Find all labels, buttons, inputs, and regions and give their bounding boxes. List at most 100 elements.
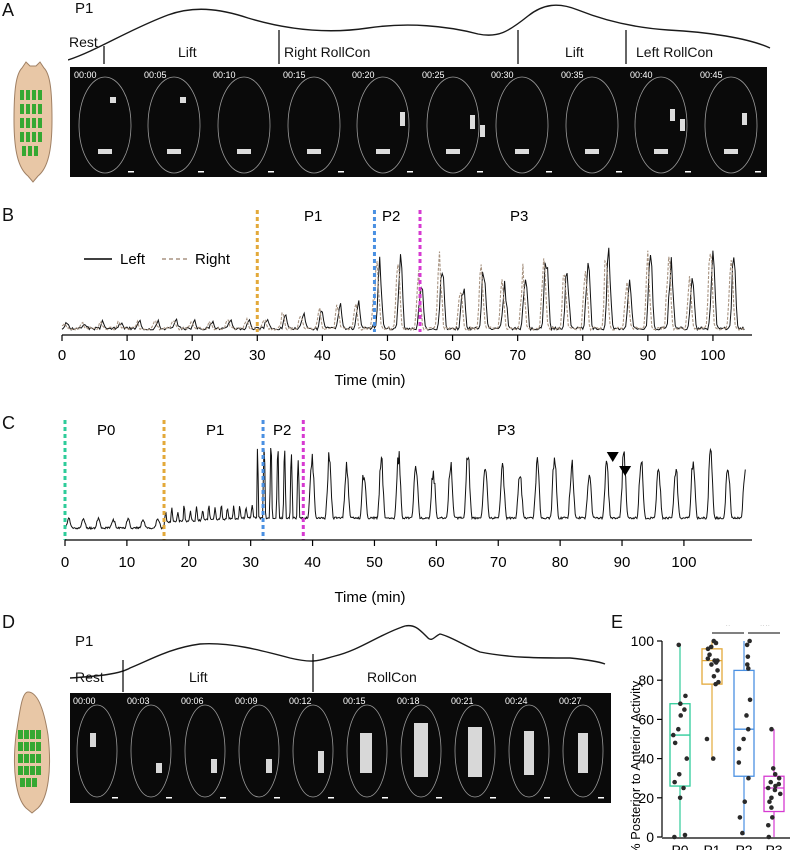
panel-d-letter: D <box>2 612 15 632</box>
arrowhead-icon <box>619 466 632 476</box>
panel-e-point <box>745 666 751 671</box>
panel-e-x-tick-label: P2 <box>735 842 752 850</box>
panel-d-timestamp: 00:24 <box>505 696 528 706</box>
panel-e-point <box>777 791 783 797</box>
panel-c-trace <box>64 447 746 531</box>
panel-e-point <box>742 799 748 805</box>
panel-b-left-series <box>61 247 745 332</box>
panel-c-phase-p3: P3 <box>497 422 515 439</box>
panel-d-timestamp: 00:00 <box>73 696 96 706</box>
panel-d-segment-rollcon: RollCon <box>367 669 417 685</box>
panel-e-y-tick-label: 80 <box>638 672 654 688</box>
panel-e-point <box>744 662 750 667</box>
panel-e-point <box>678 713 684 718</box>
panel-c-x-tick-label: 90 <box>614 554 631 571</box>
panel-b-x-tick-label: 20 <box>184 347 201 364</box>
panel-b-x-tick-label: 30 <box>249 347 266 364</box>
panel-e-point <box>769 726 774 732</box>
panel-e-significance: * ** <box>712 625 780 634</box>
panel-d-timestamp: 00:09 <box>235 696 258 706</box>
panel-d-phase-label: P1 <box>75 633 94 650</box>
panel-c-chart: 0 10 20 30 40 50 60 70 80 90 100 P0 P1 P2 P3 Time … <box>61 420 752 606</box>
panel-a-segment-right-rollcon: Right RollCon <box>284 44 371 60</box>
panel-e-point <box>736 760 742 765</box>
panel-e-point <box>747 638 752 644</box>
panel-c-x-tick-label: 20 <box>180 554 197 571</box>
panel-c-phase-p0: P0 <box>97 422 115 439</box>
panel-e-points <box>670 638 783 840</box>
panel-c-phase-lines <box>63 420 305 540</box>
panel-b-phase-p3: P3 <box>510 208 528 225</box>
panel-b-right-trace <box>61 250 745 332</box>
panel-d-timestamp: 00:15 <box>343 696 366 706</box>
panel-e-point <box>744 713 749 718</box>
panel-c-letter: C <box>2 413 15 433</box>
panel-e-point <box>745 654 751 659</box>
panel-e-point <box>705 646 711 652</box>
panel-e-point <box>740 830 745 836</box>
panel-b-phase-p1: P1 <box>304 208 322 225</box>
panel-e-point <box>776 781 782 787</box>
panel-c-x-axis: 0 10 20 30 40 50 60 70 80 90 100 <box>61 539 752 571</box>
panel-e-point <box>676 726 681 732</box>
panel-e-x-tick-label: P3 <box>765 842 782 850</box>
panel-e-point <box>747 697 753 703</box>
panel-a-timestamp: 00:35 <box>561 70 584 80</box>
panel-e-y-tick-label: 20 <box>638 790 654 806</box>
panel-c-phase-p1: P1 <box>206 422 224 439</box>
panel-d-timestamp: 00:06 <box>181 696 204 706</box>
panel-e-point <box>683 693 688 699</box>
panel-b-x-tick-label: 40 <box>314 347 331 364</box>
panel-a-image-strip: 00:00 00:05 00:10 00:15 00:20 00:25 00:3… <box>70 67 767 177</box>
panel-a-segment-left-rollcon: Left RollCon <box>636 44 714 60</box>
panel-c-series <box>64 447 746 531</box>
panel-b-legend-left: Left <box>120 251 146 268</box>
panel-a-timestamp: 00:05 <box>144 70 167 80</box>
panel-a-segment-lift-1: Lift <box>178 44 197 60</box>
panel-b-right-series <box>61 250 745 332</box>
panel-e-y-tick-label: 0 <box>646 829 654 845</box>
panel-e-point <box>705 656 711 661</box>
panel-d-image-strip: 00:00 00:03 00:06 00:09 00:12 00:15 00:1… <box>70 693 611 803</box>
panel-e-boxes <box>669 641 785 837</box>
panel-a-timestamp: 00:25 <box>422 70 445 80</box>
panel-e-point <box>769 795 774 801</box>
panel-e-point <box>682 832 688 838</box>
panel-e-sig-label-2: ** <box>760 625 771 633</box>
panel-b-x-tick-label: 50 <box>379 347 396 364</box>
arrowhead-icon <box>606 452 619 462</box>
panel-e-point <box>773 783 778 789</box>
panel-c-x-tick-label: 10 <box>119 554 136 571</box>
panel-e-point <box>682 707 687 712</box>
panel-e-point <box>769 805 774 810</box>
panel-e-point <box>772 771 778 777</box>
panel-e-point <box>704 736 710 742</box>
panel-b-legend: Left Right <box>84 251 231 268</box>
panel-e-point <box>745 726 751 732</box>
panel-e-point <box>672 779 677 785</box>
panel-e-point <box>681 785 686 791</box>
panel-e-point <box>765 822 771 828</box>
panel-a-timestamp: 00:15 <box>283 70 306 80</box>
panel-d-timestamp: 00:03 <box>127 696 150 706</box>
panel-e-point <box>713 640 719 646</box>
panel-d-timestamp: 00:21 <box>451 696 474 706</box>
panel-e-point <box>676 771 682 777</box>
panel-b-xlabel: Time (min) <box>334 372 405 389</box>
panel-b-x-axis: 0 10 20 30 40 50 60 70 80 90 100 <box>58 334 752 364</box>
panel-b-x-tick-label: 60 <box>444 347 461 364</box>
panel-e-point <box>713 660 719 665</box>
panel-e-letter: E <box>611 612 624 632</box>
panel-e-point <box>736 746 742 752</box>
panel-a-timestamp: 00:10 <box>213 70 236 80</box>
panel-e-point <box>709 662 714 667</box>
panel-e-point <box>684 756 690 761</box>
panel-e-y-tick-label: 40 <box>638 751 654 767</box>
panel-e-point <box>713 681 718 687</box>
panel-e-point <box>676 642 682 648</box>
panel-e-point <box>776 775 782 781</box>
panel-e-point <box>768 779 774 785</box>
panel-a-timestamp: 00:20 <box>352 70 375 80</box>
panel-b-x-tick-label: 0 <box>58 347 66 364</box>
panel-a-larva-illustration <box>13 61 53 183</box>
